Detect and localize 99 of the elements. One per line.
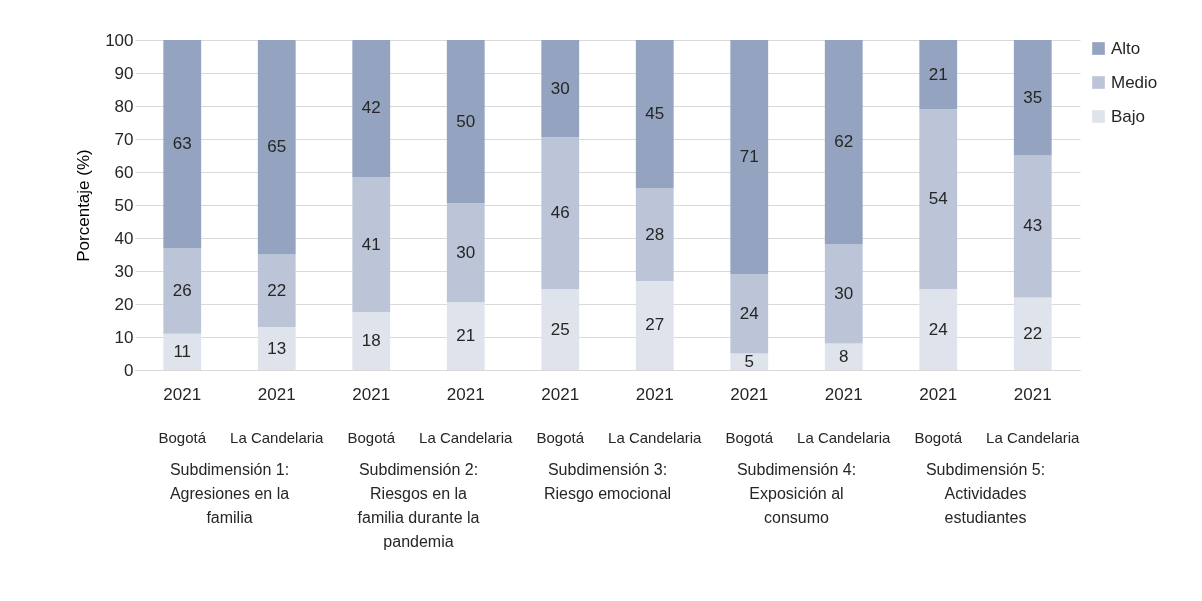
- y-tick-label: 30: [114, 261, 134, 281]
- bar: [541, 40, 580, 138]
- data-label: 43: [1023, 216, 1043, 236]
- text: La Candelaria: [230, 429, 325, 446]
- y-tick-label: 90: [114, 63, 134, 83]
- data-label: 41: [361, 234, 381, 254]
- bar: [635, 188, 674, 281]
- text: La Candelaria: [986, 429, 1081, 446]
- data-label: 13: [267, 338, 287, 358]
- bar: [446, 40, 485, 204]
- data-label: 54: [928, 189, 948, 209]
- bar: [1013, 40, 1052, 156]
- y-tick-label: 10: [114, 327, 134, 347]
- x-tick-label: 2021: [1013, 384, 1052, 404]
- data-label: 22: [1023, 323, 1043, 343]
- x-tick-label: 2021: [824, 384, 863, 404]
- text: La Candelaria: [419, 429, 514, 446]
- bar: [163, 247, 202, 334]
- text: Bogotá: [536, 429, 585, 446]
- bar: [352, 176, 391, 313]
- data-label: 8: [839, 346, 849, 366]
- bar: [446, 302, 485, 370]
- text: Subdimensión 3: Riesgo emocional: [543, 461, 672, 502]
- y-tick-label: 40: [114, 228, 134, 248]
- bar: [919, 109, 958, 290]
- x-tick-label: 2021: [163, 384, 202, 404]
- data-label: 21: [456, 326, 476, 346]
- text: Bogotá: [914, 429, 963, 446]
- bar: [541, 137, 580, 290]
- y-tick-label: 80: [114, 96, 134, 116]
- text: Subdimensión 4: Exposición al consumo: [736, 461, 857, 526]
- x-tick-label: 2021: [257, 384, 296, 404]
- bar: [257, 40, 296, 255]
- data-label: 45: [645, 104, 665, 124]
- bar: [541, 289, 580, 370]
- x-tick-label: 2021: [635, 384, 674, 404]
- bar: [352, 312, 391, 370]
- bar: [446, 203, 485, 303]
- bar: [824, 244, 863, 344]
- data-label: 18: [361, 331, 381, 351]
- data-label: 26: [172, 280, 192, 300]
- data-label: 50: [456, 111, 476, 131]
- y-tick-label: 70: [114, 129, 134, 149]
- bar: [257, 327, 296, 370]
- data-label: 24: [739, 303, 759, 323]
- text: La Candelaria: [797, 429, 892, 446]
- y-tick-label: 20: [114, 294, 134, 314]
- x-tick-label: 2021: [730, 384, 769, 404]
- bar: [1013, 155, 1052, 298]
- bar: [824, 40, 863, 245]
- bar: [730, 274, 769, 354]
- bar: [257, 254, 296, 328]
- y-axis-title: Porcentaje (%): [74, 149, 94, 262]
- data-label: 65: [267, 137, 287, 157]
- text: Bogotá: [725, 429, 774, 446]
- bar: [635, 40, 674, 189]
- data-label: 46: [550, 203, 570, 223]
- y-tick-label: 50: [114, 195, 134, 215]
- data-label: 35: [1023, 87, 1043, 107]
- bar: [1013, 297, 1052, 370]
- legend-label: Bajo: [1111, 106, 1146, 126]
- bar: [730, 40, 769, 275]
- text: Subdimensión 1: Agresiones en la familia: [169, 461, 290, 526]
- y-tick-label: 60: [114, 162, 134, 182]
- data-label: 62: [834, 132, 854, 152]
- legend-label: Alto: [1111, 38, 1141, 58]
- x-tick-label: 2021: [352, 384, 391, 404]
- bar: [163, 333, 202, 370]
- text: Bogotá: [158, 429, 207, 446]
- bar: [919, 40, 958, 110]
- x-tick-label: 2021: [919, 384, 958, 404]
- x-tick-label: 2021: [446, 384, 485, 404]
- data-label: 25: [550, 319, 570, 339]
- bar: [635, 280, 674, 370]
- data-label: 11: [173, 341, 192, 361]
- data-label: 28: [645, 224, 665, 244]
- text: Bogotá: [347, 429, 396, 446]
- y-tick-label: 100: [105, 30, 134, 50]
- data-label: 30: [456, 242, 476, 262]
- bar: [919, 289, 958, 370]
- data-label: 30: [550, 78, 570, 98]
- data-label: 71: [739, 147, 759, 167]
- data-label: 30: [834, 284, 854, 304]
- data-label: 5: [744, 351, 754, 371]
- x-tick-label: 2021: [541, 384, 580, 404]
- data-label: 27: [645, 315, 665, 335]
- data-label: 24: [928, 319, 948, 339]
- y-tick-label: 0: [124, 360, 134, 380]
- bar: [824, 343, 863, 370]
- text: Subdimensión 2: Riesgos en la familia durante la pandemia: [357, 461, 480, 550]
- data-label: 22: [267, 280, 287, 300]
- text: La Candelaria: [608, 429, 703, 446]
- bar: [352, 40, 391, 177]
- data-label: 21: [928, 64, 948, 84]
- bar: [163, 40, 202, 248]
- data-label: 63: [172, 133, 192, 153]
- data-label: 42: [361, 98, 381, 118]
- text: Subdimensión 5: Actividades estudiantes: [925, 461, 1046, 526]
- legend-label: Medio: [1111, 72, 1158, 92]
